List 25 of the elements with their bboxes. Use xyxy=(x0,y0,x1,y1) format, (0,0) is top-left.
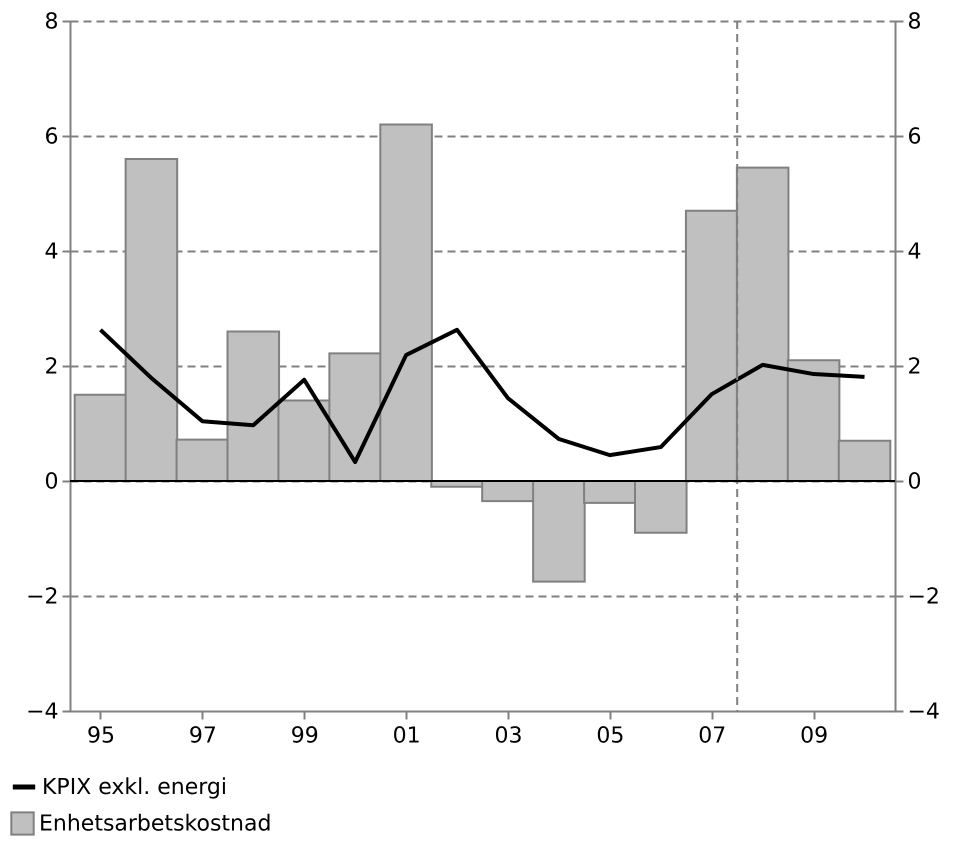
x-tick-label: 01 xyxy=(392,724,421,748)
x-tick-label: 09 xyxy=(800,724,828,748)
y2-tick-label: 8 xyxy=(908,10,922,34)
y2-tick-label: 2 xyxy=(908,354,922,380)
y2-tick-label: 0 xyxy=(908,470,922,494)
y-tick-label: −4 xyxy=(26,700,58,724)
y-tick-label: −2 xyxy=(26,584,58,610)
x-tick-label: 05 xyxy=(596,724,624,748)
y2-tick-label: −4 xyxy=(908,700,940,724)
x-tick-label: 95 xyxy=(86,724,115,748)
line-series xyxy=(98,328,867,464)
x-tick-label: 97 xyxy=(188,724,217,748)
x-tick-label: 03 xyxy=(494,724,522,748)
legend-label: Enhetsarbetskostnad xyxy=(39,812,272,836)
y-tick-label: 4 xyxy=(44,240,58,264)
y2-tick-label: 4 xyxy=(908,240,922,264)
legend-label: KPIX exkl. energi xyxy=(42,775,228,800)
y-tick-label: 2 xyxy=(44,354,58,380)
y-tick-label: 0 xyxy=(44,470,58,494)
y2-tick-label: 6 xyxy=(908,124,922,150)
x-tick-label: 99 xyxy=(290,724,319,748)
y2-tick-label: −2 xyxy=(908,584,940,610)
x-tick-label: 07 xyxy=(698,724,726,748)
y-tick-label: 8 xyxy=(44,10,58,34)
y-tick-label: 6 xyxy=(44,124,58,150)
